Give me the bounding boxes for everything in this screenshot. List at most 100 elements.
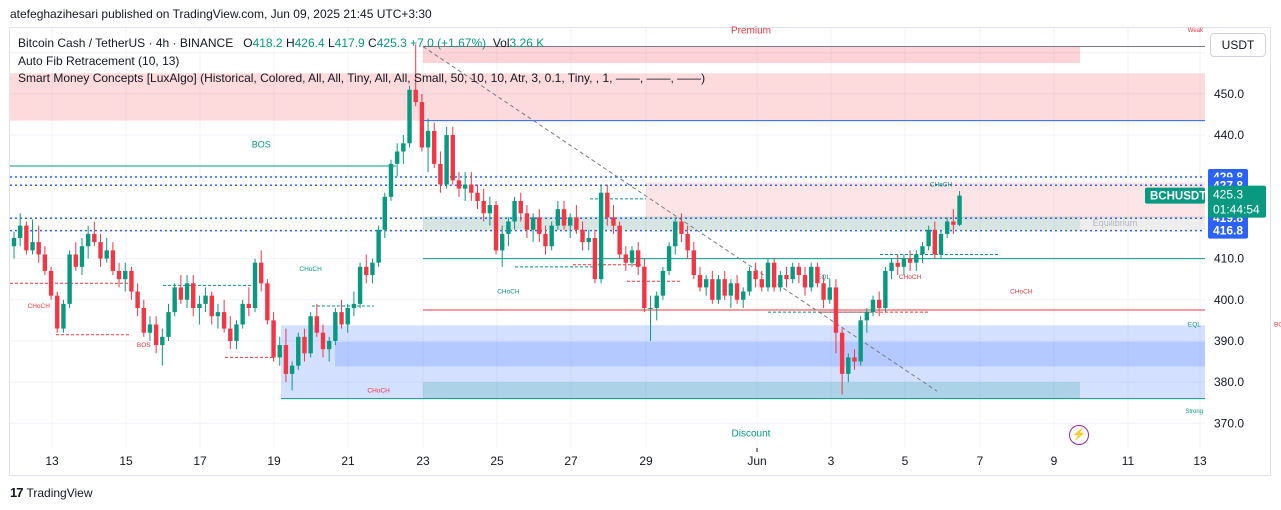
- candle-body: [271, 320, 276, 358]
- candle-body: [833, 287, 839, 333]
- candle-body: [493, 205, 499, 251]
- candle-body: [364, 266, 369, 276]
- structure-label: CHoCH: [367, 387, 390, 394]
- premium-label: Premium: [731, 25, 771, 36]
- candle-body: [425, 130, 431, 148]
- symbol-title[interactable]: Bitcoin Cash / TetherUS · 4h · BINANCE: [18, 36, 234, 50]
- x-axis-tick-label: 27: [564, 454, 578, 468]
- candle-body: [432, 130, 437, 164]
- last-price-symbol: BCHUSDT: [1150, 191, 1206, 203]
- demand-zone: [335, 341, 1205, 367]
- candle-body: [481, 200, 486, 214]
- close-label: C: [368, 36, 377, 50]
- footer-brand[interactable]: 17 TradingView: [10, 485, 93, 500]
- candle-body: [870, 299, 876, 313]
- candle-body: [444, 135, 449, 185]
- candle-body: [456, 180, 462, 189]
- price-tag-label: 416.8: [1213, 224, 1243, 238]
- candle-body: [543, 233, 548, 247]
- candle-body: [506, 221, 511, 234]
- x-axis-tick-label: 21: [341, 454, 355, 468]
- candle-body: [116, 270, 122, 280]
- candle-body: [277, 345, 282, 358]
- candle-body: [141, 308, 146, 333]
- candle-body: [413, 89, 418, 103]
- grid-lines: [10, 28, 1205, 448]
- candle-body: [877, 299, 882, 308]
- low-value: 417.9: [334, 36, 365, 50]
- candle-body: [815, 266, 820, 284]
- open-value: 418.2: [252, 36, 283, 50]
- candle-body: [67, 254, 72, 304]
- candle-body: [629, 250, 635, 263]
- candle-body: [475, 192, 480, 201]
- candle-body: [907, 258, 913, 263]
- candle-body: [685, 233, 690, 251]
- equilibrium-label: Equilibrium: [1093, 218, 1138, 228]
- candle-body: [469, 184, 474, 193]
- candle-body: [654, 295, 659, 308]
- candle-body: [357, 266, 363, 304]
- candle-body: [821, 283, 826, 300]
- candle-body: [351, 303, 357, 308]
- candle-body: [178, 287, 184, 300]
- candle-body: [184, 283, 190, 300]
- candle-body: [710, 279, 715, 300]
- candle-body: [778, 275, 783, 288]
- candle-body: [765, 262, 771, 288]
- structure-label: BOS: [137, 342, 151, 349]
- last-price-tag: [1208, 185, 1266, 218]
- candle-body: [660, 270, 666, 296]
- candle-body: [259, 262, 264, 284]
- volume-value: 3.26 K: [509, 36, 545, 50]
- candle-body: [827, 287, 832, 300]
- lightning-icon[interactable]: ⚡: [1069, 425, 1089, 445]
- candle-body: [635, 250, 641, 267]
- structure-label: CHoCH: [899, 274, 922, 281]
- candle-body: [568, 217, 573, 226]
- candle-body: [883, 270, 888, 308]
- symbol-legend-row: Bitcoin Cash / TetherUS · 4h · BINANCE O…: [18, 35, 705, 53]
- candle-body: [61, 303, 66, 329]
- candle-body: [642, 266, 647, 308]
- candle-body: [283, 345, 289, 374]
- y-axis-tick-label: 370.0: [1214, 416, 1244, 430]
- candle-body: [771, 262, 777, 288]
- indicator-fib[interactable]: Auto Fib Retracement (10, 13): [18, 53, 180, 68]
- candle-body: [11, 238, 17, 247]
- candle-body: [24, 225, 29, 251]
- structure-label: CHoCH: [28, 303, 51, 310]
- candle-body: [30, 242, 35, 251]
- candle-body: [166, 312, 171, 337]
- candle-body: [586, 238, 591, 243]
- candle-body: [339, 312, 344, 325]
- supply-zone: [646, 182, 1205, 219]
- price-chart[interactable]: Premium Discount Equilibrium Weak Strong BOS C…: [0, 0, 1281, 480]
- candle-body: [524, 213, 530, 230]
- indicator-smc[interactable]: Smart Money Concepts [LuxAlgo] (Historic…: [18, 71, 706, 85]
- volume-label: Vol: [492, 36, 510, 50]
- candle-body: [376, 229, 381, 263]
- candle-body: [561, 209, 567, 226]
- candle-body: [129, 270, 134, 292]
- structure-label: EQL: [1188, 322, 1201, 329]
- candle-body: [716, 279, 721, 300]
- candle-body: [123, 270, 128, 280]
- candle-body: [135, 291, 140, 308]
- candle-body: [802, 275, 808, 288]
- currency-selector[interactable]: USDT: [1210, 33, 1266, 57]
- candle-body: [530, 217, 536, 230]
- candle-body: [858, 320, 863, 362]
- candle-body: [839, 332, 845, 374]
- x-axis-tick-label: 29: [639, 454, 653, 468]
- candle-body: [265, 283, 270, 321]
- footer-brand-label: TradingView: [26, 485, 93, 500]
- open-label: O: [243, 36, 253, 50]
- weak-high-zone: [423, 46, 1080, 63]
- candle-body: [345, 308, 350, 325]
- candle-body: [333, 312, 338, 341]
- candle-body: [92, 233, 97, 243]
- candle-body: [747, 270, 752, 292]
- candle-body: [500, 233, 505, 251]
- candle-body: [679, 221, 684, 234]
